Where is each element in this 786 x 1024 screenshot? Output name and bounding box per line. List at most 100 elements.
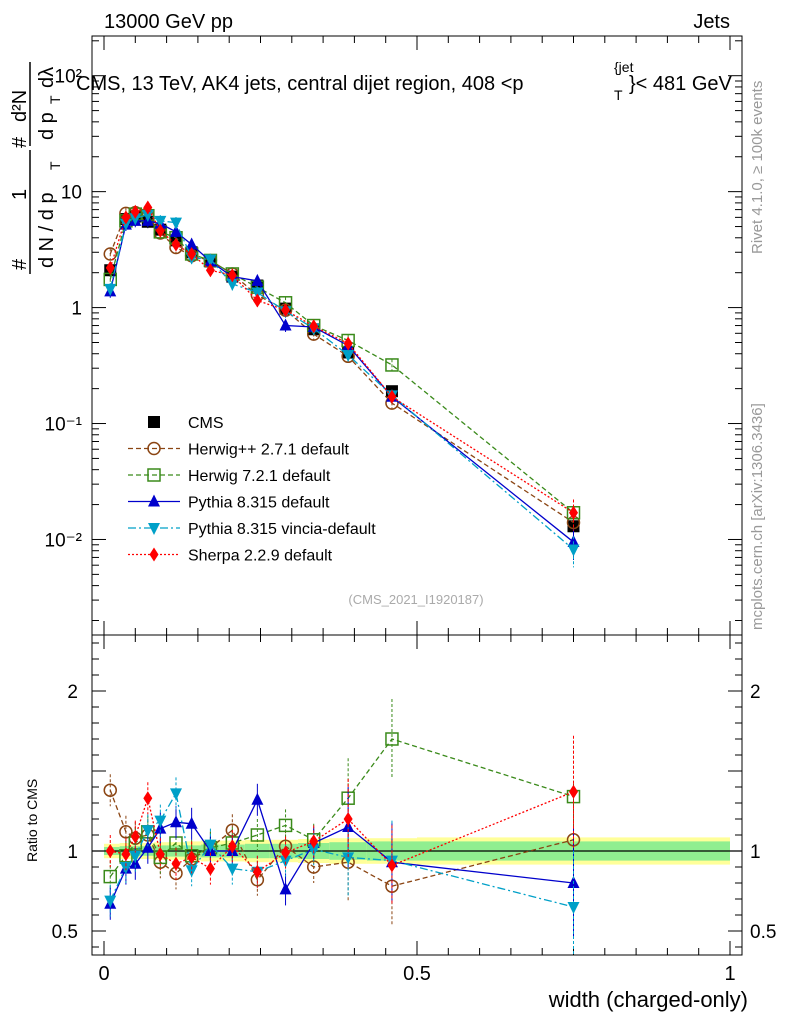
data-point bbox=[121, 210, 131, 225]
ratio-point bbox=[250, 828, 265, 842]
series-line bbox=[109, 211, 574, 524]
legend-marker bbox=[148, 494, 160, 507]
data-point bbox=[169, 217, 182, 230]
data-point bbox=[227, 268, 237, 283]
ratio-y-tick-label: 2 bbox=[67, 682, 78, 703]
ratio-point bbox=[569, 784, 578, 799]
legend-label: CMS bbox=[188, 415, 224, 432]
main-data-layer bbox=[103, 200, 581, 568]
data-point bbox=[279, 318, 292, 331]
legend-label: Herwig++ 2.7.1 default bbox=[188, 442, 350, 459]
legend-marker bbox=[147, 468, 161, 482]
data-point bbox=[567, 535, 580, 548]
ratio-point bbox=[121, 847, 131, 862]
ratio-point bbox=[385, 732, 399, 746]
ratio-point bbox=[141, 825, 154, 838]
data-point bbox=[251, 287, 264, 300]
data-point bbox=[342, 350, 355, 363]
ratio-series-sherpa-2-2-9-default bbox=[105, 735, 578, 906]
data-point bbox=[154, 215, 167, 228]
main-title-end: }< 481 GeV bbox=[629, 73, 733, 95]
ylabel-one: 1 bbox=[9, 189, 31, 200]
ratio-panel-frame bbox=[91, 634, 743, 956]
legend-label: Pythia 8.315 default bbox=[188, 495, 330, 512]
ratio-point bbox=[251, 792, 264, 805]
data-point bbox=[252, 293, 262, 308]
series-pythia-8-315-default bbox=[104, 213, 580, 561]
ratio-point bbox=[155, 847, 165, 862]
rivet-label: Rivet 4.1.0, ≥ 100k events bbox=[749, 81, 766, 254]
ratio-point bbox=[104, 895, 117, 908]
analysis-watermark: (CMS_2021_I1920187) bbox=[348, 592, 483, 607]
data-point bbox=[105, 260, 115, 275]
data-point bbox=[129, 213, 142, 226]
ratio-y-tick-label-right: 2 bbox=[750, 682, 761, 703]
y-tick-label: 10² bbox=[55, 67, 82, 88]
data-point bbox=[155, 223, 165, 238]
ratio-line bbox=[110, 791, 574, 873]
ratio-point bbox=[205, 861, 215, 876]
legend-marker bbox=[148, 416, 160, 428]
ratio-point bbox=[185, 816, 198, 829]
ratio-point bbox=[252, 864, 262, 879]
ylabel-dpT: d p bbox=[36, 112, 58, 140]
ratio-point bbox=[105, 844, 115, 858]
ylabel-hash2: # bbox=[9, 136, 31, 148]
data-point bbox=[103, 247, 118, 261]
data-point bbox=[204, 254, 217, 267]
ratio-point bbox=[119, 825, 133, 839]
series-line bbox=[109, 206, 574, 514]
legend-label: Sherpa 2.2.9 default bbox=[188, 548, 333, 565]
header-left: 13000 GeV pp bbox=[104, 11, 233, 33]
ylabel-T1: T bbox=[47, 161, 63, 170]
legend-marker bbox=[148, 523, 160, 535]
ratio-point bbox=[119, 862, 132, 874]
ratio-point bbox=[387, 858, 397, 873]
series-line bbox=[109, 213, 574, 514]
ratio-point bbox=[342, 852, 355, 865]
data-point bbox=[567, 544, 580, 557]
ratio-point bbox=[130, 829, 140, 844]
legend-marker bbox=[149, 547, 159, 562]
main-panel-frame bbox=[91, 35, 743, 636]
ratio-y-axis-title: Ratio to CMS bbox=[24, 779, 40, 862]
data-point bbox=[130, 204, 140, 219]
ylabel-dlam: dλ bbox=[36, 67, 58, 88]
ratio-data-layer bbox=[103, 699, 581, 955]
ratio-point bbox=[169, 788, 182, 801]
ratio-point bbox=[185, 865, 198, 878]
series-pythia-8-315-vincia-default bbox=[104, 209, 580, 568]
ylabel-dN: d N / d p bbox=[36, 192, 58, 268]
data-point bbox=[185, 237, 198, 250]
ratio-point bbox=[129, 850, 142, 863]
series-herwig-7-2-1-default bbox=[103, 207, 581, 531]
data-point bbox=[309, 319, 319, 334]
ratio-y-tick-label: 1 bbox=[67, 842, 78, 863]
data-point bbox=[343, 336, 353, 351]
ratio-point bbox=[279, 882, 292, 895]
main-axis-ticks: 10⁻² 10⁻¹ 1 10 10² bbox=[45, 36, 742, 635]
ratio-point bbox=[281, 845, 291, 860]
data-point bbox=[104, 283, 117, 296]
ratio-y-tick-label: 0.5 bbox=[52, 922, 78, 943]
data-point bbox=[387, 389, 397, 404]
ratio-point bbox=[169, 815, 182, 828]
ratio-point bbox=[103, 869, 118, 884]
ratio-point bbox=[141, 840, 154, 853]
y-tick-label: 1 bbox=[71, 299, 82, 320]
ratio-y-tick-label-right: 1 bbox=[750, 842, 761, 863]
ratio-point bbox=[226, 863, 239, 876]
data-point bbox=[119, 218, 132, 231]
main-title: CMS, 13 TeV, AK4 jets, central dijet reg… bbox=[76, 73, 524, 95]
x-tick-label: 0 bbox=[98, 963, 109, 985]
data-point bbox=[171, 237, 181, 252]
ratio-point bbox=[343, 812, 353, 826]
series-line bbox=[109, 220, 574, 543]
data-point bbox=[143, 200, 153, 215]
x-tick-label: 0.5 bbox=[403, 963, 431, 985]
ratio-point bbox=[143, 791, 153, 806]
data-point bbox=[205, 263, 215, 278]
main-title-sub: T bbox=[614, 87, 623, 103]
legend: CMS Herwig++ 2.7.1 default Herwig 7.2.1 de… bbox=[128, 415, 376, 565]
data-point bbox=[569, 505, 578, 520]
